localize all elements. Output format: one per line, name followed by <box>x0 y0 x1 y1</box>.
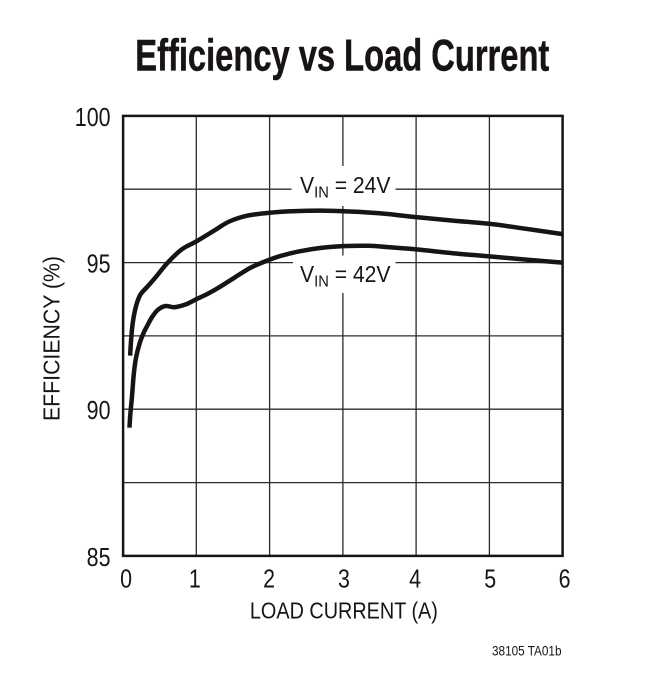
svg-text:100: 100 <box>75 103 111 131</box>
svg-text:4: 4 <box>409 565 421 593</box>
svg-text:38105 TA01b: 38105 TA01b <box>492 644 562 660</box>
svg-text:2: 2 <box>263 565 275 593</box>
svg-text:VIN = 42V: VIN = 42V <box>300 261 391 290</box>
svg-text:3: 3 <box>338 565 350 593</box>
svg-text:1: 1 <box>189 565 201 593</box>
svg-text:90: 90 <box>87 396 111 424</box>
svg-text:6: 6 <box>559 565 571 593</box>
svg-text:EFFICIENCY (%): EFFICIENCY (%) <box>39 256 65 421</box>
svg-text:VIN = 24V: VIN = 24V <box>300 172 391 201</box>
svg-text:85: 85 <box>87 543 111 571</box>
svg-text:0: 0 <box>120 565 132 593</box>
svg-text:Efficiency vs Load Current: Efficiency vs Load Current <box>135 32 549 81</box>
svg-text:95: 95 <box>87 250 111 278</box>
svg-text:LOAD CURRENT (A): LOAD CURRENT (A) <box>250 598 438 624</box>
svg-text:5: 5 <box>484 565 496 593</box>
